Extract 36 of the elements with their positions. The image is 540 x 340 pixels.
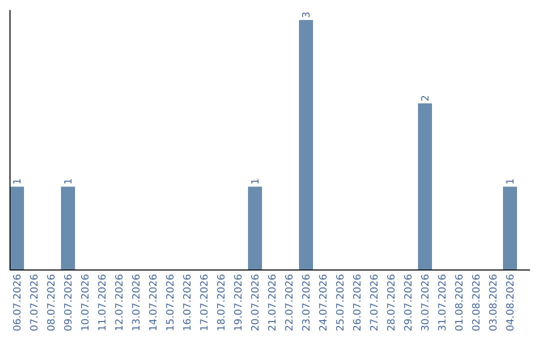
- x-tick-label: 21.07.2026: [268, 274, 278, 332]
- x-tick-label: 28.07.2026: [386, 274, 398, 332]
- x-tick-label: 12.07.2026: [114, 274, 126, 332]
- data-label: 1: [64, 178, 74, 185]
- x-tick-label: 01.08.2026: [454, 274, 466, 332]
- x-tick-label: 08.07.2026: [46, 274, 58, 332]
- x-tick-label: 14.07.2026: [148, 274, 160, 332]
- x-tick-label: 25.07.2026: [336, 274, 346, 332]
- x-tick-label: 09.07.2026: [64, 274, 74, 332]
- x-tick-label: 16.07.2026: [182, 274, 194, 332]
- x-tick-label: 24.07.2026: [318, 274, 330, 332]
- x-tick-label: 06.07.2026: [12, 274, 24, 332]
- x-tick-label: 22.07.2026: [284, 274, 296, 332]
- x-tick-label: 30.07.2026: [420, 274, 432, 332]
- x-tick-label: 10.07.2026: [80, 274, 92, 332]
- x-tick-label: 04.08.2026: [506, 274, 516, 332]
- x-tick-label: 02.08.2026: [472, 274, 482, 332]
- x-tick-label: 11.07.2026: [98, 274, 108, 332]
- x-tick-label: 15.07.2026: [166, 274, 176, 332]
- data-label: 1: [12, 178, 24, 185]
- data-label: 1: [250, 178, 262, 185]
- x-tick-label: 27.07.2026: [370, 274, 380, 332]
- data-label: 3: [302, 12, 312, 18]
- x-tick-label: 29.07.2026: [404, 274, 414, 332]
- x-tick-label: 03.08.2026: [488, 274, 500, 332]
- x-tick-label: 17.07.2026: [200, 274, 210, 332]
- x-tick-label: 26.07.2026: [352, 274, 364, 332]
- data-label: 1: [506, 178, 516, 185]
- data-label: 2: [420, 94, 432, 102]
- x-tick-label: 07.07.2026: [30, 274, 40, 332]
- x-tick-label: 23.07.2026: [302, 274, 312, 332]
- x-tick-label: 19.07.2026: [234, 274, 244, 332]
- x-tick-label: 18.07.2026: [216, 274, 228, 332]
- x-tick-label: 20.07.2026: [250, 274, 262, 332]
- x-tick-label: 31.07.2026: [438, 274, 448, 332]
- x-tick-label: 13.07.2026: [132, 274, 142, 332]
